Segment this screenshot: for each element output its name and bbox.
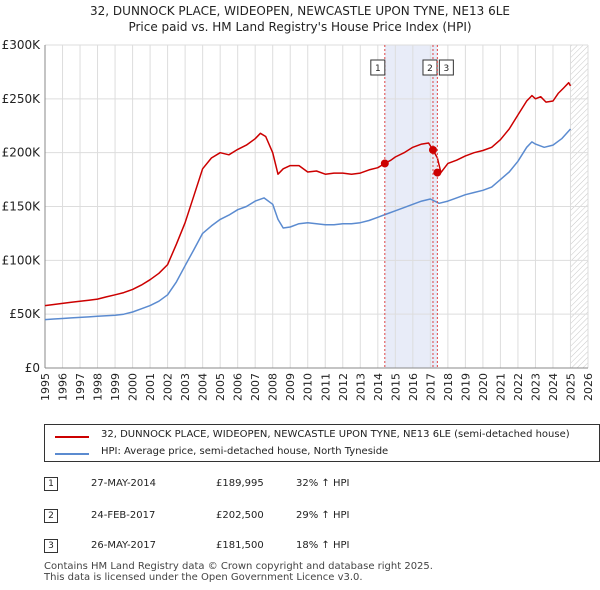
y-tick-label: £0 — [25, 361, 40, 375]
x-tick-label: 2001 — [144, 373, 157, 401]
sale-date: 24-FEB-2017 — [91, 510, 156, 521]
table-row: 3 26-MAY-2017 £181,500 18% ↑ HPI — [0, 537, 600, 559]
x-tick-label: 2005 — [214, 373, 227, 401]
table-row: 2 24-FEB-2017 £202,500 29% ↑ HPI — [0, 507, 600, 529]
sale-marker-label: 3 — [443, 64, 449, 74]
y-tick-label: £100K — [2, 253, 42, 267]
x-tick-label: 2022 — [512, 373, 525, 401]
x-tick-label: 2004 — [197, 373, 210, 401]
y-tick-label: £50K — [9, 307, 41, 321]
legend-swatch-property — [55, 436, 89, 438]
x-tick-label: 2025 — [564, 373, 577, 401]
legend-item-hpi: HPI: Average price, semi-detached house,… — [45, 445, 599, 462]
y-tick-label: £250K — [2, 92, 42, 106]
x-tick-label: 2012 — [337, 373, 350, 401]
x-tick-label: 2006 — [232, 373, 245, 401]
x-tick-label: 2009 — [284, 373, 297, 401]
sale-price: £181,500 — [216, 540, 264, 551]
y-tick-label: £200K — [2, 146, 42, 160]
x-tick-label: 2026 — [582, 373, 595, 401]
sale-price: £189,995 — [216, 478, 264, 489]
x-tick-label: 1996 — [57, 373, 70, 401]
x-tick-label: 1997 — [74, 373, 87, 401]
sale-marker-box-frame — [370, 59, 386, 76]
x-tick-label: 2015 — [389, 373, 402, 401]
sale-price: £202,500 — [216, 510, 264, 521]
x-tick-label: 2010 — [302, 373, 315, 401]
sale-hpi-change: 29% ↑ HPI — [296, 510, 350, 521]
x-tick-label: 1995 — [39, 373, 52, 401]
legend-swatch-hpi — [55, 453, 89, 455]
sale-date: 27-MAY-2014 — [91, 478, 157, 489]
x-tick-label: 2014 — [372, 373, 385, 401]
hpi-series-line — [44, 128, 572, 321]
x-tick-label: 2016 — [407, 373, 420, 401]
x-tick-label: 2002 — [162, 373, 175, 401]
sale-point — [380, 159, 389, 168]
sale-point — [433, 168, 442, 177]
x-tick-label: 2000 — [127, 373, 140, 401]
footer-copyright: Contains HM Land Registry data © Crown c… — [44, 561, 433, 572]
x-tick-label: 2023 — [529, 373, 542, 401]
sale-marker-box-frame — [438, 59, 454, 76]
x-tick-label: 2017 — [424, 373, 437, 401]
x-tick-label: 2008 — [267, 373, 280, 401]
x-tick-label: 2019 — [459, 373, 472, 401]
sale-date: 26-MAY-2017 — [91, 540, 157, 551]
sale-marker-box: 1 — [370, 59, 386, 76]
sale-hpi-change: 32% ↑ HPI — [296, 478, 350, 489]
footer-license: This data is licensed under the Open Gov… — [44, 572, 363, 583]
x-tick-label: 2007 — [249, 373, 262, 401]
sale-marker-label: 2 — [427, 64, 433, 74]
sale-hpi-change: 18% ↑ HPI — [296, 540, 350, 551]
sale-point — [428, 145, 437, 154]
sale-marker-box: 3 — [438, 59, 454, 76]
y-tick-label: £300K — [2, 38, 42, 52]
x-tick-label: 2003 — [179, 373, 192, 401]
chart-title: 32, DUNNOCK PLACE, WIDEOPEN, NEWCASTLE U… — [90, 4, 510, 18]
sale-number: 1 — [44, 477, 58, 491]
legend-item-property: 32, DUNNOCK PLACE, WIDEOPEN, NEWCASTLE U… — [45, 428, 599, 445]
x-tick-label: 2013 — [354, 373, 367, 401]
y-tick-label: £150K — [2, 200, 42, 214]
legend-label-property: 32, DUNNOCK PLACE, WIDEOPEN, NEWCASTLE U… — [101, 429, 570, 440]
legend: 32, DUNNOCK PLACE, WIDEOPEN, NEWCASTLE U… — [44, 424, 600, 462]
x-tick-label: 2024 — [547, 373, 560, 401]
sale-marker-label: 1 — [375, 64, 381, 74]
sale-number: 3 — [44, 539, 58, 553]
x-tick-label: 2011 — [319, 373, 332, 401]
sale-marker-box: 2 — [422, 59, 438, 76]
property-series-line — [44, 81, 572, 307]
sale-number: 2 — [44, 509, 58, 523]
price-chart: £0 £50K £100K £150K £200K £250K £300K 1995 1996 1… — [2, 38, 595, 401]
x-tick-label: 1998 — [92, 373, 105, 401]
chart-subtitle: Price paid vs. HM Land Registry's House … — [128, 20, 472, 34]
legend-label-hpi: HPI: Average price, semi-detached house,… — [101, 446, 389, 457]
x-tick-label: 1999 — [109, 373, 122, 401]
x-tick-label: 2018 — [442, 373, 455, 401]
sale-marker-box-frame — [422, 59, 438, 76]
table-row: 1 27-MAY-2014 £189,995 32% ↑ HPI — [0, 475, 600, 497]
x-tick-label: 2021 — [494, 373, 507, 401]
x-tick-label: 2020 — [477, 373, 490, 401]
